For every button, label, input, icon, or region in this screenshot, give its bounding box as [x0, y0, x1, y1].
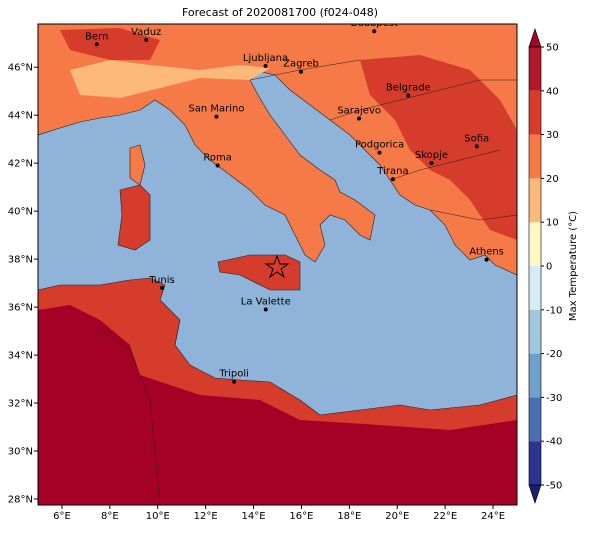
city-label: Ljubljana	[243, 53, 288, 64]
hot-zone	[360, 55, 517, 240]
colorbar-tick-label: 50	[546, 43, 559, 54]
x-tick-label: 14°E	[242, 511, 266, 522]
y-tick-label: 32°N	[8, 399, 33, 410]
colorbar-tick-label: -50	[546, 481, 562, 492]
city-dot	[263, 63, 268, 68]
city-label: Podgorica	[355, 140, 404, 151]
colorbar-tick-label: 30	[546, 130, 559, 141]
city-dot	[357, 116, 362, 121]
colorbar-bin	[529, 47, 541, 91]
city-dot	[232, 379, 237, 384]
city-dot	[94, 42, 99, 47]
colorbar-under	[528, 484, 542, 504]
colorbar-tick-label: 20	[546, 174, 559, 185]
city-dot	[429, 161, 434, 166]
colorbar-tick-label: -40	[546, 437, 562, 448]
city-dot	[214, 114, 219, 119]
y-tick-label: 28°N	[8, 495, 33, 506]
x-tick-label: 24°E	[481, 511, 505, 522]
colorbar-bin	[529, 266, 541, 310]
city-dot	[377, 150, 382, 155]
colorbar-tick-label: -30	[546, 393, 562, 404]
colorbar-bin	[529, 441, 541, 485]
city-dot	[215, 163, 220, 168]
hot-zone	[60, 28, 160, 60]
city-label: San Marino	[188, 104, 244, 115]
y-tick-label: 30°N	[8, 447, 33, 458]
colorbar-bin	[529, 397, 541, 442]
city-dot	[160, 285, 165, 290]
colorbar-bin	[529, 309, 541, 354]
colorbar-bin	[529, 222, 541, 266]
city-label: Tirana	[376, 166, 408, 177]
x-tick-label: 6°E	[53, 511, 71, 522]
city-label: Vaduz	[131, 27, 161, 38]
colorbar-label: Max Temperature (°C)	[568, 211, 579, 321]
colorbar-bin	[529, 353, 541, 398]
colorbar-over	[528, 28, 542, 48]
y-tick-label: 42°N	[8, 159, 33, 170]
x-tick-label: 8°E	[101, 511, 119, 522]
colorbar-tick-label: -20	[546, 349, 562, 360]
city-dot	[406, 93, 411, 98]
y-tick-label: 44°N	[8, 111, 33, 122]
city-label: La Valette	[241, 296, 291, 307]
x-tick-label: 22°E	[433, 511, 457, 522]
x-tick-label: 12°E	[194, 511, 218, 522]
x-tick-label: 20°E	[385, 511, 409, 522]
city-dot	[144, 37, 149, 42]
city-dot	[484, 257, 489, 262]
colorbar-bin	[529, 90, 541, 135]
very-hot-zone	[38, 305, 517, 505]
city-label: Bern	[85, 31, 108, 42]
x-tick-label: 16°E	[289, 511, 313, 522]
colorbar-tick-label: 10	[546, 218, 559, 229]
y-tick-label: 46°N	[8, 63, 33, 74]
city-label: Tripoli	[218, 369, 249, 380]
city-label: Roma	[203, 153, 232, 164]
city-label: Belgrade	[386, 82, 431, 93]
city-label: Athens	[469, 247, 504, 258]
city-label: Budapest	[351, 18, 398, 29]
land-sardinia	[117, 184, 151, 251]
x-tick-label: 18°E	[337, 511, 361, 522]
colorbar-tick-label: 0	[546, 262, 552, 273]
map-frame	[37, 23, 518, 506]
cool-zone	[70, 60, 270, 98]
colorbar-bin	[529, 178, 541, 223]
city-label: Zagreb	[283, 59, 319, 70]
star-marker	[264, 254, 290, 279]
y-tick-label: 36°N	[8, 303, 33, 314]
colorbar-bin	[529, 134, 541, 179]
city-dot	[474, 144, 479, 149]
colorbar-tick-label: -10	[546, 305, 562, 316]
land-corsica	[129, 144, 146, 186]
city-label: Tunis	[148, 275, 174, 286]
x-tick-label: 10°E	[146, 511, 170, 522]
y-tick-label: 38°N	[8, 255, 33, 266]
colorbar-tick-label: 40	[546, 86, 559, 97]
axes: 6°E 8°E 10°E 12°E 14°E 16°E 18°E 20°E 22°E 24°E 28…	[8, 63, 505, 522]
y-tick-label: 40°N	[8, 207, 33, 218]
colorbar: -50 -40 -30 -20 -10 0 10 20 30 40 50	[528, 28, 562, 504]
city-dot	[298, 69, 303, 74]
city-label: Skopje	[415, 150, 448, 161]
city-label: Sofia	[464, 133, 489, 144]
city-dot	[390, 177, 395, 182]
city-label: Sarajevo	[337, 106, 381, 117]
city-dot	[372, 29, 377, 34]
city-dot	[263, 307, 268, 312]
title: Forecast of 2020081700 (f024-048)	[182, 6, 378, 19]
y-tick-label: 34°N	[8, 351, 33, 362]
